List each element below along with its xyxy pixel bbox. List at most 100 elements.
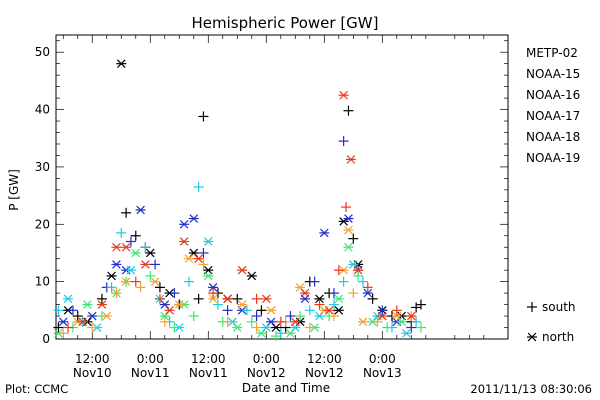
marker-stroke (261, 294, 271, 304)
marker-stroke (334, 305, 344, 315)
data-point (193, 254, 204, 264)
data-point (164, 305, 175, 315)
data-point (159, 311, 170, 321)
marker-stroke (87, 311, 97, 321)
data-point (266, 305, 277, 315)
y-tick-label: 20 (35, 217, 50, 231)
data-point (377, 311, 388, 321)
marker-stroke (319, 228, 329, 238)
data-point (367, 293, 378, 304)
data-point (198, 111, 209, 122)
data-point (362, 288, 373, 298)
data-point (357, 317, 368, 327)
data-point (121, 277, 132, 286)
marker-stroke (160, 311, 170, 321)
data-point (106, 271, 117, 281)
marker-stroke (78, 317, 87, 327)
data-point (154, 282, 165, 293)
marker-stroke (165, 305, 174, 315)
marker-stroke (179, 219, 189, 229)
data-point (63, 322, 74, 333)
data-point (140, 242, 151, 253)
data-point (145, 270, 156, 281)
marker-stroke (324, 305, 334, 315)
data-point (396, 317, 407, 327)
data-point (343, 105, 354, 116)
data-point (270, 323, 281, 332)
marker-legend-symbol (527, 332, 537, 342)
data-point (333, 294, 344, 304)
data-point (391, 311, 402, 321)
data-point (96, 300, 107, 309)
data-point (319, 228, 330, 238)
data-point (246, 316, 257, 327)
data-point (87, 322, 98, 333)
data-point (382, 322, 393, 333)
data-point (304, 305, 315, 316)
marker-stroke (377, 311, 387, 321)
series-noaa-17 (53, 242, 426, 342)
data-point (285, 311, 296, 322)
data-point (116, 59, 127, 69)
data-point (338, 136, 349, 147)
data-point (348, 288, 359, 299)
data-point (256, 328, 267, 338)
x-tick-day: Nov12 (247, 366, 286, 380)
data-point (193, 182, 204, 192)
plot-timestamp: 2011/11/13 08:30:06 (470, 382, 592, 396)
marker-stroke (257, 328, 266, 338)
data-point (125, 265, 136, 275)
x-axis-label: Date and Time (242, 381, 330, 395)
marker-stroke (402, 328, 411, 338)
marker-stroke (392, 311, 402, 321)
y-tick-label: 50 (35, 45, 50, 59)
marker-stroke (184, 254, 194, 264)
x-tick-time: 12:00 (75, 352, 110, 366)
y-tick-label: 40 (35, 103, 50, 117)
data-point (135, 282, 146, 293)
chart-title: Hemispheric Power [GW] (192, 14, 379, 32)
data-point (183, 276, 194, 287)
marker-stroke (344, 242, 353, 252)
data-point (121, 242, 132, 252)
x-tick-time: 0:00 (137, 352, 164, 366)
data-point (222, 305, 233, 316)
data-point (222, 294, 233, 304)
x-tick-day: Nov10 (73, 366, 112, 380)
data-point (295, 283, 306, 292)
data-point (169, 288, 180, 299)
data-points (53, 59, 426, 342)
x-tick-time: 12:00 (307, 352, 342, 366)
marker-stroke (348, 260, 358, 269)
marker-stroke (339, 90, 348, 100)
marker-stroke (179, 237, 189, 246)
marker-stroke (344, 225, 353, 235)
plot-credit: Plot: CCMC (5, 382, 68, 396)
data-point (241, 305, 252, 316)
data-point (179, 237, 190, 246)
x-tick-day: Nov12 (305, 366, 344, 380)
x-tick-day: Nov13 (363, 366, 402, 380)
marker-stroke (346, 155, 356, 164)
marker-stroke (141, 260, 150, 269)
marker-stroke (315, 294, 324, 304)
data-point (251, 293, 262, 304)
marker-stroke (97, 300, 107, 309)
data-point (67, 305, 78, 316)
data-point (377, 305, 388, 316)
legend-item: NOAA-15 (526, 67, 580, 81)
y-axis-label: P [GW] (7, 169, 21, 211)
data-point (261, 294, 272, 304)
marker-stroke (295, 283, 305, 292)
marker-stroke (353, 265, 363, 275)
legend-item: NOAA-17 (526, 109, 580, 123)
data-point (208, 288, 219, 299)
data-point (314, 299, 325, 310)
data-point (345, 155, 356, 164)
marker-stroke (126, 265, 136, 275)
data-point (285, 328, 296, 338)
data-point (343, 242, 354, 252)
data-point (212, 299, 223, 310)
marker-stroke (160, 300, 170, 309)
